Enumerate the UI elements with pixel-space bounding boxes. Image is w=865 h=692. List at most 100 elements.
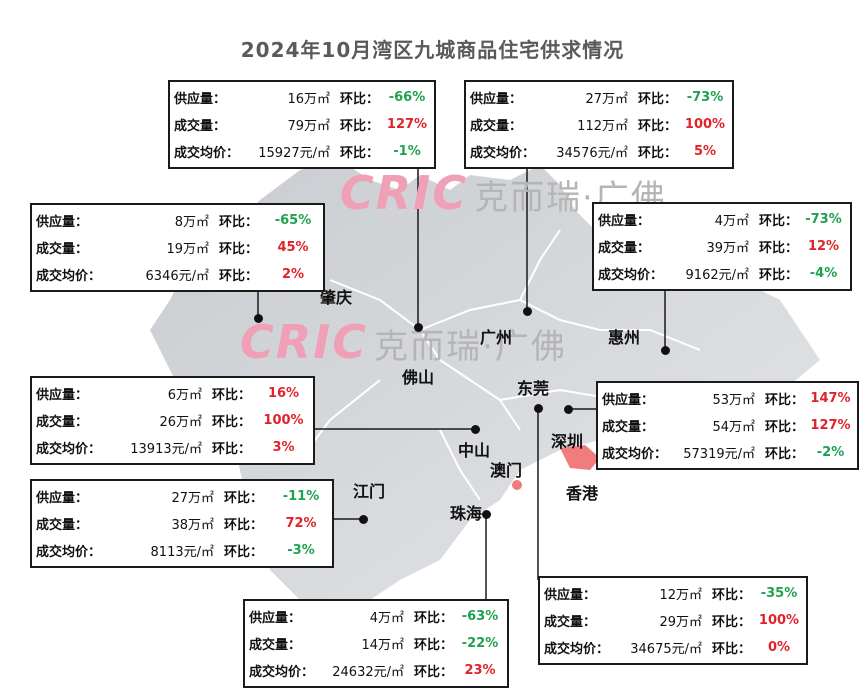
city-dot-jiangmen (359, 515, 368, 524)
deal-row: 成交量： 38万㎡ 环比： 72% (36, 510, 328, 537)
row-value: 4万㎡ (714, 214, 749, 229)
row-change-value: -1% (393, 144, 421, 159)
deal-row: 成交量： 29万㎡ 环比： 100% (544, 607, 802, 634)
box-foshan: 供应量： 6万㎡ 环比： 16% 成交量： 26万㎡ 环比： 100% 成交均价： 13913元/… (30, 376, 315, 465)
row-value: 79万㎡ (287, 119, 330, 134)
row-change-label: 环比： (638, 119, 678, 134)
row-change-value: 100% (684, 117, 726, 132)
watermark-text: 克而瑞·广佛 (374, 327, 567, 367)
row-label: 成交量： (598, 241, 651, 256)
supply-row: 供应量： 8万㎡ 环比： -65% (36, 207, 319, 234)
row-label: 成交量： (602, 420, 655, 435)
city-dot-huizhou (661, 346, 670, 355)
row-change-label: 环比： (638, 146, 678, 161)
row-change-value: 5% (693, 144, 717, 159)
deal-row: 成交量： 14万㎡ 环比： -22% (249, 630, 503, 657)
box-guangzhou: 供应量： 16万㎡ 环比： -66% 成交量： 79万㎡ 环比： 127% 成交均价： 15927… (168, 80, 436, 169)
row-change-label: 环比： (224, 491, 264, 506)
city-label-jiangmen: 江门 (353, 482, 386, 501)
box-shenzhen: 供应量： 53万㎡ 环比： 147% 成交量： 54万㎡ 环比： 127% 成交均价： 57319… (596, 381, 859, 470)
row-value: 27万㎡ (171, 491, 214, 506)
row-change-value: 127% (386, 117, 428, 132)
row-value: 6346元/㎡ (145, 269, 209, 284)
watermark-logo: CRIC (240, 315, 369, 369)
row-label: 成交量： (174, 119, 227, 134)
row-label: 成交均价： (602, 447, 668, 462)
city-label-zhuhai: 珠海 (450, 504, 483, 523)
city-label-hongkong: 香港 (566, 484, 599, 503)
watermark-top: CRIC 克而瑞·广佛 (340, 166, 667, 220)
row-change-value: -66% (388, 90, 426, 105)
row-label: 成交均价： (544, 642, 610, 657)
price-row: 成交均价： 8113元/㎡ 环比： -3% (36, 537, 328, 564)
row-change-label: 环比： (219, 242, 259, 257)
row-label: 供应量： (36, 215, 89, 230)
row-value: 6万㎡ (167, 388, 202, 403)
row-change-label: 环比： (712, 588, 752, 603)
row-label: 供应量： (174, 92, 227, 107)
macau-area (512, 480, 522, 490)
row-value: 26万㎡ (159, 415, 202, 430)
price-row: 成交均价： 15927元/㎡ 环比： -1% (174, 138, 430, 165)
row-value: 29万㎡ (659, 615, 702, 630)
row-change-label: 环比： (340, 119, 380, 134)
price-row: 成交均价： 57319元/㎡ 环比： -2% (602, 439, 853, 466)
supply-row: 供应量： 4万㎡ 环比： -73% (598, 206, 846, 233)
row-label: 成交量： (36, 242, 89, 257)
row-label: 成交均价： (470, 146, 536, 161)
row-value: 14万㎡ (361, 638, 404, 653)
box-huizhou: 供应量： 4万㎡ 环比： -73% 成交量： 39万㎡ 环比： 12% 成交均价： 9162元/㎡… (592, 202, 852, 291)
deal-row: 成交量： 39万㎡ 环比： 12% (598, 233, 846, 260)
price-row: 成交均价： 13913元/㎡ 环比： 3% (36, 434, 309, 461)
row-change-label: 环比： (212, 388, 252, 403)
row-change-label: 环比： (212, 415, 252, 430)
city-label-shenzhen: 深圳 (551, 432, 584, 451)
supply-row: 供应量： 53万㎡ 环比： 147% (602, 385, 853, 412)
box-zhongshan: 供应量： 12万㎡ 环比： -35% 成交量： 29万㎡ 环比： 100% 成交均价： 34675… (538, 576, 808, 665)
supply-row: 供应量： 27万㎡ 环比： -11% (36, 483, 328, 510)
deal-row: 成交量： 112万㎡ 环比： 100% (470, 111, 728, 138)
row-change-value: 3% (272, 440, 295, 455)
row-change-value: 127% (810, 418, 851, 433)
row-value: 34576元/㎡ (556, 146, 628, 161)
box-zhuhai: 供应量： 4万㎡ 环比： -63% 成交量： 14万㎡ 环比： -22% 成交均价： 24632元… (243, 599, 509, 688)
row-change-label: 环比： (414, 665, 454, 680)
price-row: 成交均价： 34675元/㎡ 环比： 0% (544, 634, 802, 661)
row-value: 38万㎡ (171, 518, 214, 533)
row-change-value: -11% (282, 489, 320, 504)
price-row: 成交均价： 6346元/㎡ 环比： 2% (36, 261, 319, 288)
row-change-label: 环比： (638, 92, 678, 107)
row-label: 成交量： (470, 119, 523, 134)
deal-row: 成交量： 19万㎡ 环比： 45% (36, 234, 319, 261)
row-label: 成交均价： (249, 665, 315, 680)
row-value: 112万㎡ (577, 119, 628, 134)
city-dot-guangzhou (414, 323, 423, 332)
row-value: 54万㎡ (712, 420, 755, 435)
city-dot-zhuhai (482, 510, 491, 519)
watermark-logo: CRIC (340, 166, 469, 220)
deal-row: 成交量： 26万㎡ 环比： 100% (36, 407, 309, 434)
row-change-label: 环比： (224, 518, 264, 533)
row-label: 成交量： (36, 415, 89, 430)
row-value: 12万㎡ (659, 588, 702, 603)
row-change-label: 环比： (414, 611, 454, 626)
row-change-value: -63% (461, 609, 499, 624)
row-value: 13913元/㎡ (130, 442, 202, 457)
row-change-value: -73% (686, 90, 724, 105)
price-row: 成交均价： 34576元/㎡ 环比： 5% (470, 138, 728, 165)
row-change-value: 12% (807, 239, 840, 254)
row-change-label: 环比： (765, 393, 805, 408)
row-change-label: 环比： (219, 269, 259, 284)
row-value: 4万㎡ (369, 611, 404, 626)
row-value: 8113元/㎡ (150, 545, 214, 560)
row-label: 供应量： (470, 92, 523, 107)
row-value: 57319元/㎡ (683, 447, 755, 462)
row-label: 成交均价： (36, 269, 102, 284)
row-label: 供应量： (249, 611, 302, 626)
row-change-label: 环比： (765, 420, 805, 435)
city-dot-dongguan (523, 307, 532, 316)
city-label-foshan: 佛山 (402, 368, 435, 387)
page-title: 2024年10月湾区九城商品住宅供求情况 (240, 38, 625, 62)
row-label: 成交量： (36, 518, 89, 533)
row-change-label: 环比： (765, 447, 805, 462)
